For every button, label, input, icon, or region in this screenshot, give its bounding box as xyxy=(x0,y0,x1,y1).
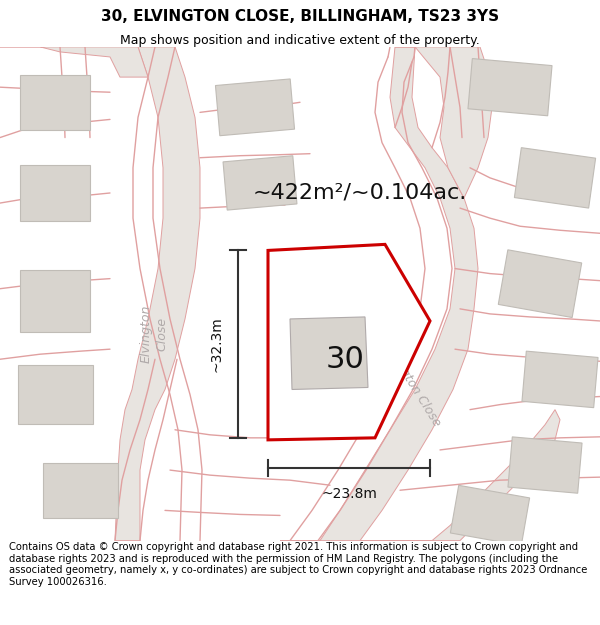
Bar xyxy=(498,250,582,318)
Polygon shape xyxy=(395,47,492,198)
Bar xyxy=(514,148,596,208)
Bar xyxy=(508,437,582,493)
Bar xyxy=(223,156,297,210)
Bar xyxy=(20,165,90,221)
Bar xyxy=(468,59,552,116)
Bar xyxy=(522,351,598,408)
Text: 30, ELVINGTON CLOSE, BILLINGHAM, TS23 3YS: 30, ELVINGTON CLOSE, BILLINGHAM, TS23 3Y… xyxy=(101,9,499,24)
Text: Contains OS data © Crown copyright and database right 2021. This information is : Contains OS data © Crown copyright and d… xyxy=(9,542,587,587)
Bar xyxy=(215,79,295,136)
Bar xyxy=(43,462,118,518)
Text: Elvington Close: Elvington Close xyxy=(381,340,443,429)
Text: 30: 30 xyxy=(326,345,364,374)
Text: ~422m²/~0.104ac.: ~422m²/~0.104ac. xyxy=(253,183,467,203)
Polygon shape xyxy=(268,244,430,440)
Bar xyxy=(451,486,530,546)
Polygon shape xyxy=(115,47,200,541)
Polygon shape xyxy=(0,47,148,77)
Bar xyxy=(20,74,90,130)
Text: Map shows position and indicative extent of the property.: Map shows position and indicative extent… xyxy=(120,34,480,47)
Polygon shape xyxy=(360,409,560,541)
Polygon shape xyxy=(280,47,478,541)
Text: ~32.3m: ~32.3m xyxy=(209,316,223,372)
Polygon shape xyxy=(290,317,368,389)
Text: Elvington
Close: Elvington Close xyxy=(140,305,168,363)
Bar xyxy=(17,365,92,424)
Bar xyxy=(20,269,90,332)
Text: ~23.8m: ~23.8m xyxy=(321,488,377,501)
